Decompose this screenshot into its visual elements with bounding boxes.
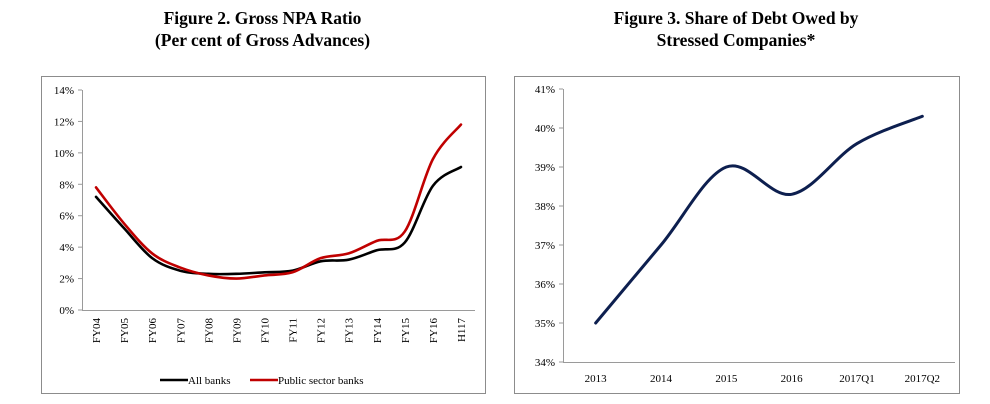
figure3-y-tick-label: 39% [535,162,555,174]
figure3-y-tick-label: 37% [535,240,555,252]
figure2-x-tick-label: FY13 [344,318,356,344]
figure2-x-tick-label: FY12 [316,318,328,343]
figure2-y-tick-label: 8% [59,179,74,191]
figure2-x-tick-label: FY11 [288,318,300,343]
figure3-x-tick-label: 2017Q1 [839,373,874,385]
figure2-y-tick-label: 4% [59,242,74,254]
figure3-series-line [594,114,924,325]
figure2-x-tick-label: FY04 [91,318,103,344]
figure3-y-tick-label: 34% [535,357,555,369]
figure3-x-tick-label: 2015 [715,373,738,385]
figure2-y-tick-label: 0% [59,305,74,317]
figure2-x-tick-label: FY05 [119,318,131,344]
legend-label-all-banks: All banks [188,375,230,387]
figure3-title-line2: Stressed Companies* [656,30,816,50]
figure2-y-tick-label: 12% [54,116,74,128]
figure2-frame [41,76,486,394]
figure2-x-tick-label: H117 [456,318,468,343]
figure3-x-tick-label: 2013 [585,373,608,385]
legend-label-public-sector-banks: Public sector banks [278,375,364,387]
figure3-y-tick-label: 35% [535,318,555,330]
figure2-x-tick-label: FY08 [203,318,215,344]
figure2-x-tick-label: FY16 [428,318,440,344]
figure2-x-tick-label: FY07 [175,318,187,344]
figure3-title: Figure 3. Share of Debt Owed by Stressed… [512,7,960,51]
figure2-title-line1: Figure 2. Gross NPA Ratio [163,8,362,28]
figure3-title-line1: Figure 3. Share of Debt Owed by [613,8,859,28]
figure2-x-tick-label: FY06 [147,318,159,344]
figure2-y-tick-label: 2% [59,274,74,286]
figure3-x-tick-label: 2016 [781,373,804,385]
figure3-x-tick-label: 2017Q2 [905,373,940,385]
figure2-series-public-sector-banks-line [94,123,463,280]
figure2-x-tick-label: FY14 [372,318,384,344]
figure2-x-tick-label: FY09 [231,318,243,344]
figure3-y-tick-label: 40% [535,123,555,135]
figure3-y-tick-label: 38% [535,201,555,213]
figure2-title-line2: (Per cent of Gross Advances) [154,30,371,50]
figure2-y-tick-label: 14% [54,85,74,97]
figure2-y-tick-label: 6% [59,211,74,223]
figure2-x-tick-label: FY15 [400,318,412,344]
figure3-frame [514,76,960,394]
figure2-x-tick-label: FY10 [259,318,271,344]
figure2-y-tick-label: 10% [54,148,74,160]
figure2-title: Figure 2. Gross NPA Ratio (Per cent of G… [40,7,485,51]
figure3-x-tick-label: 2014 [650,373,673,385]
figure3-y-tick-label: 36% [535,279,555,291]
figure2-series-all-banks-line [94,165,463,276]
figure3-y-tick-label: 41% [535,84,555,96]
